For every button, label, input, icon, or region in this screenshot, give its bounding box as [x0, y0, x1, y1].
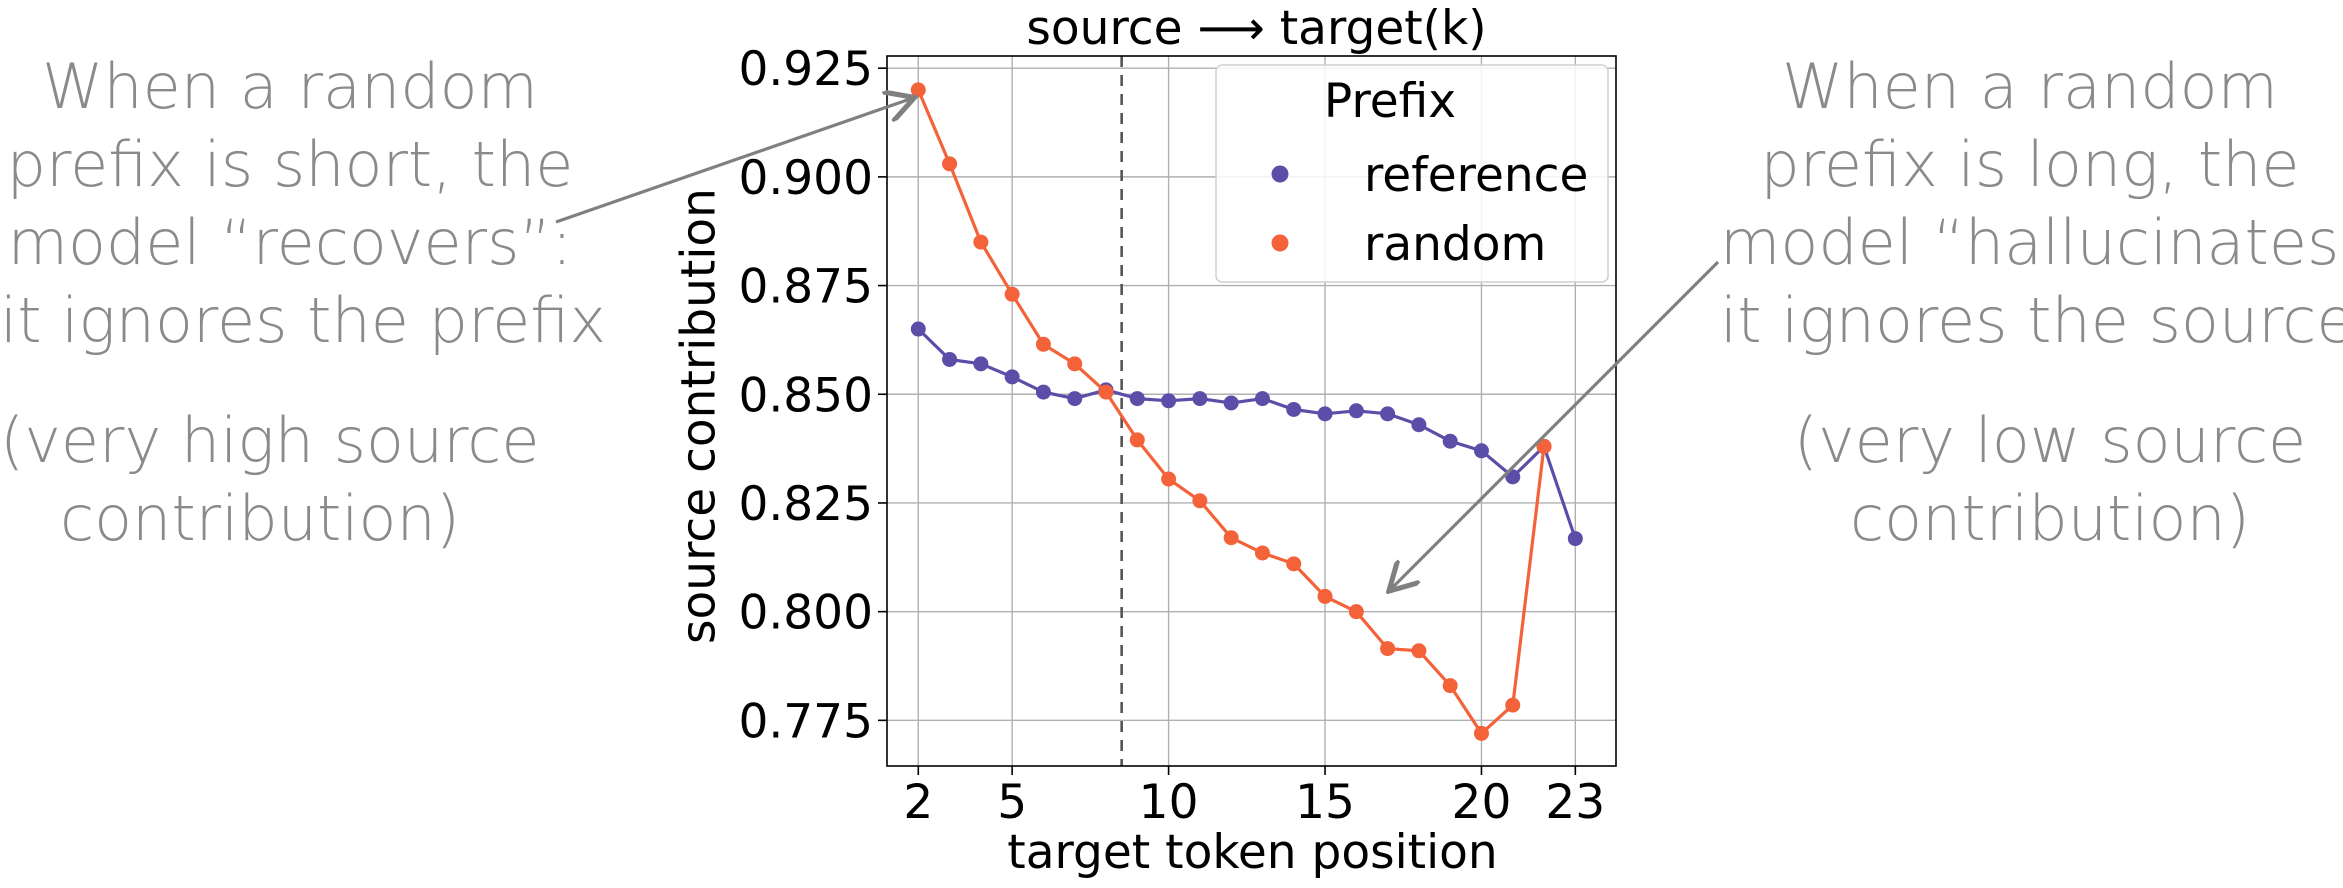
data-point-random — [1035, 336, 1051, 352]
y-tick-label: 0.825 — [738, 477, 873, 532]
data-point-random — [973, 234, 989, 250]
data-point-random — [1411, 643, 1427, 659]
data-point-reference — [1035, 384, 1051, 400]
y-axis-ticks: 0.775 0.800 0.825 0.850 0.875 0.900 0.925 — [738, 42, 887, 749]
left-note-line: (very high source — [0, 404, 540, 477]
chart-title: source ⟶ target(k) — [1026, 1, 1486, 56]
left-annotation-line: When a random — [42, 50, 538, 123]
right-annotation-note: (very low source contribution) — [1780, 402, 2320, 558]
legend-box — [1215, 64, 1609, 283]
data-point-random — [1442, 678, 1458, 694]
left-annotation-note: (very high source contribution) — [0, 402, 540, 558]
right-annotation-line: When a random — [1782, 50, 2278, 123]
left-annotation-line: model “recovers”: — [7, 206, 573, 279]
data-point-reference — [1567, 531, 1583, 547]
data-point-reference — [1223, 395, 1239, 411]
x-tick-label: 10 — [1139, 775, 1199, 830]
data-point-random — [1505, 697, 1521, 713]
data-point-random — [1223, 530, 1239, 546]
legend-item-reference: reference — [1271, 148, 1588, 203]
data-point-random — [1536, 438, 1552, 454]
legend-marker-random — [1271, 234, 1289, 252]
data-point-reference — [1129, 391, 1145, 407]
data-point-random — [1192, 493, 1208, 509]
legend-items: reference random — [1271, 148, 1588, 272]
data-point-random — [910, 82, 926, 98]
data-point-random — [1129, 432, 1145, 448]
legend-title: Prefix — [1324, 74, 1456, 129]
right-annotation-line: prefix is long, the — [1760, 128, 2300, 201]
data-point-reference — [1254, 391, 1270, 407]
data-point-reference — [1380, 406, 1396, 422]
plot-frame — [886, 55, 1617, 767]
data-point-random — [1161, 471, 1177, 487]
data-point-random — [1348, 604, 1364, 620]
y-tick-label: 0.850 — [738, 368, 873, 423]
right-note-line: (very low source — [1793, 404, 2307, 477]
y-tick-label: 0.900 — [738, 151, 873, 206]
data-point-reference — [1473, 443, 1489, 459]
data-point-random — [1317, 588, 1333, 604]
x-tick-label: 20 — [1452, 775, 1512, 830]
data-point-random — [1380, 641, 1396, 657]
data-point-reference — [1161, 393, 1177, 409]
data-point-reference — [1004, 369, 1020, 385]
x-tick-label: 5 — [997, 775, 1027, 830]
x-axis-label: target token position — [1007, 825, 1497, 880]
y-tick-label: 0.775 — [738, 694, 873, 749]
left-note-line: contribution) — [60, 482, 460, 555]
y-tick-label: 0.800 — [738, 586, 873, 641]
x-tick-label: 23 — [1545, 775, 1605, 830]
x-tick-label: 15 — [1295, 775, 1355, 830]
series-random — [910, 82, 1552, 741]
legend-label-random: random — [1364, 217, 1546, 272]
data-point-reference — [973, 356, 989, 372]
y-axis-label: source contribution — [672, 188, 727, 644]
left-annotation-line: it ignores the prefix — [0, 284, 607, 357]
y-tick-label: 0.875 — [738, 260, 873, 315]
data-point-random — [1004, 286, 1020, 302]
data-point-reference — [1411, 417, 1427, 433]
data-point-random — [1473, 725, 1489, 741]
legend: Prefix reference random — [1215, 64, 1609, 283]
data-point-reference — [942, 351, 958, 367]
data-point-random — [942, 156, 958, 172]
data-point-random — [1067, 356, 1083, 372]
data-point-reference — [1067, 391, 1083, 407]
annotation-arrows — [555, 98, 1720, 590]
x-tick-label: 2 — [903, 775, 933, 830]
right-annotation: When a random prefix is long, the model … — [1720, 48, 2343, 360]
right-annotation-line: model “hallucinates”: — [1720, 206, 2343, 279]
right-annotation-arrow — [1390, 260, 1720, 590]
legend-marker-reference — [1271, 165, 1289, 183]
left-annotation-arrow — [555, 98, 913, 224]
y-tick-label: 0.925 — [738, 42, 873, 97]
legend-label-reference: reference — [1364, 148, 1588, 203]
right-note-line: contribution) — [1850, 482, 2250, 555]
data-point-reference — [1442, 433, 1458, 449]
left-annotation-line: prefix is short, the — [6, 128, 574, 201]
data-point-reference — [910, 321, 926, 337]
data-point-reference — [1286, 401, 1302, 417]
data-point-reference — [1192, 391, 1208, 407]
data-point-random — [1098, 384, 1114, 400]
series-line-reference — [917, 327, 1577, 540]
legend-item-random: random — [1271, 217, 1546, 272]
left-annotation: When a random prefix is short, the model… — [0, 48, 607, 360]
data-point-random — [1254, 545, 1270, 561]
right-annotation-line: it ignores the source — [1720, 284, 2343, 357]
data-point-reference — [1348, 403, 1364, 419]
x-axis-ticks: 2 5 10 15 20 23 — [903, 766, 1605, 830]
plot-series — [910, 82, 1583, 741]
data-point-random — [1286, 556, 1302, 572]
data-point-reference — [1317, 406, 1333, 422]
